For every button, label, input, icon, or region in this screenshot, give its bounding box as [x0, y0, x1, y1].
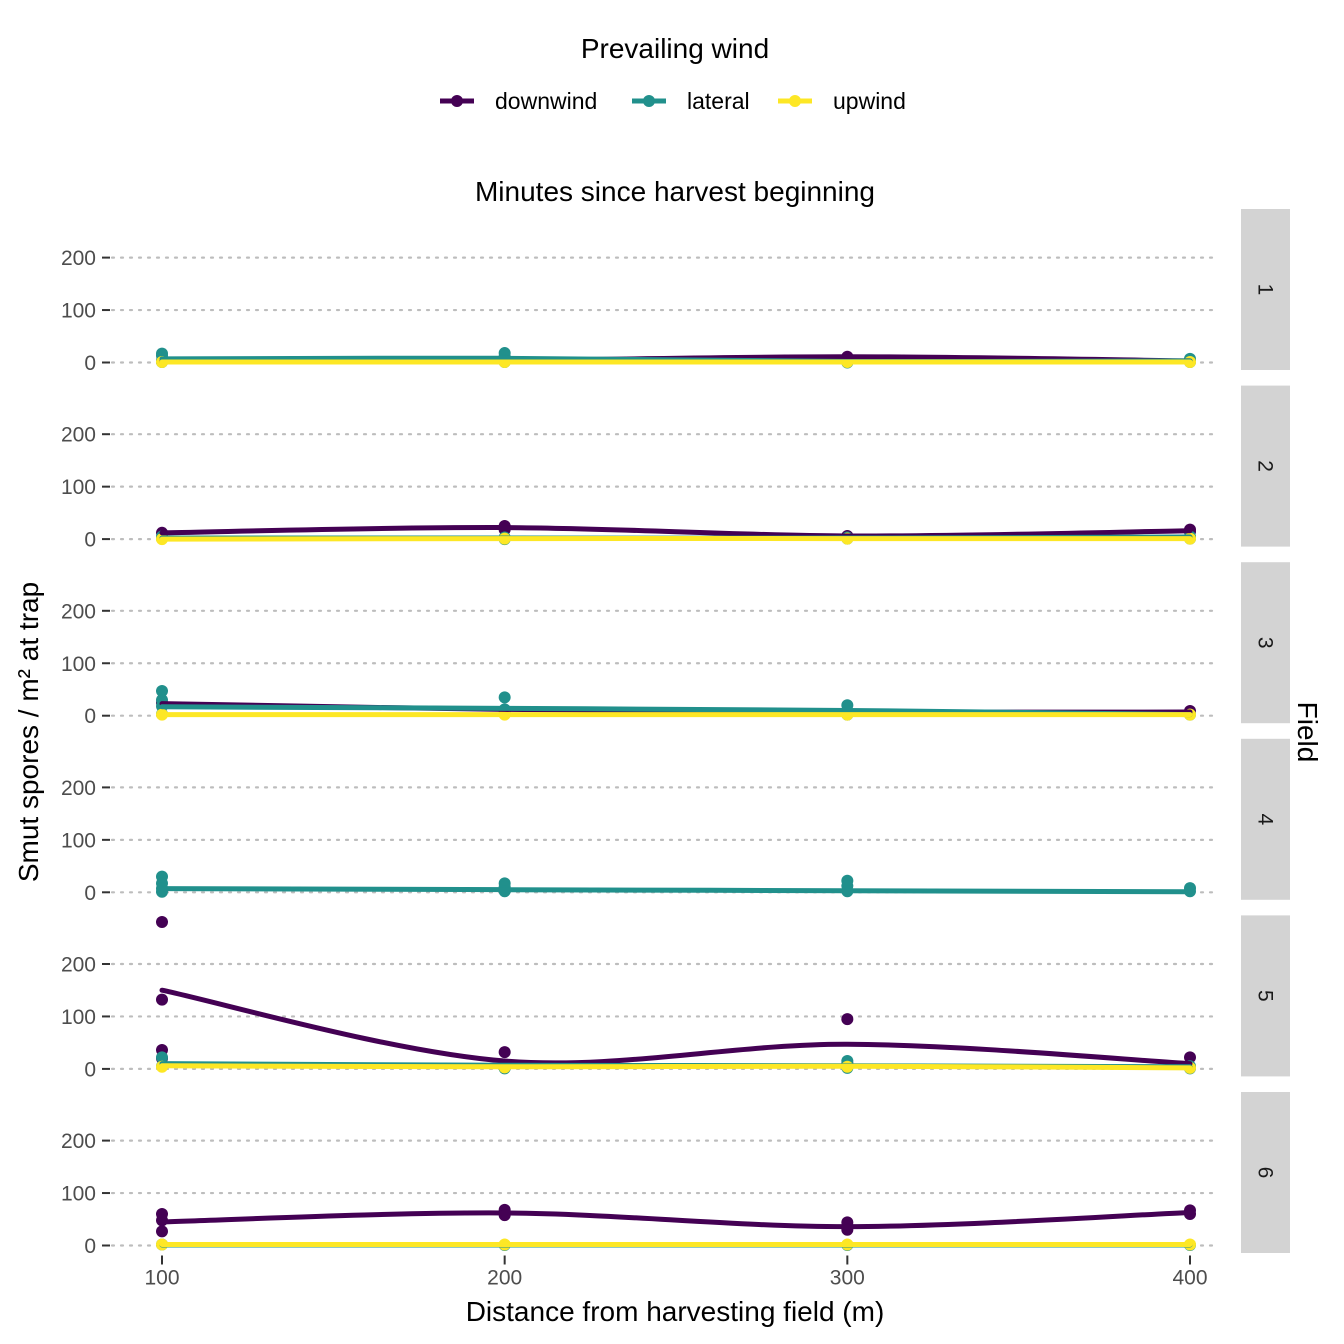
point-downwind: [156, 993, 168, 1006]
point-lateral: [498, 691, 511, 704]
facet-strip-label: 6: [1254, 1167, 1277, 1179]
series-line-downwind: [159, 525, 1193, 539]
y-tick-label: 0: [84, 1235, 96, 1258]
facet-strip: 5: [1241, 915, 1290, 1077]
legend-item-upwind: upwind: [778, 88, 906, 114]
y-axis-label: Smut spores / m² at trap: [13, 582, 44, 882]
facet-strip-background: [1241, 385, 1290, 547]
legend-label: lateral: [687, 88, 750, 114]
y-tick-label: 0: [84, 882, 96, 905]
y-tick-label: 0: [84, 1058, 96, 1081]
facet-strip-label: 1: [1254, 284, 1277, 296]
x-tick-label: 200: [487, 1267, 522, 1290]
x-axis-label: Distance from harvesting field (m): [466, 1296, 885, 1327]
series-line-upwind: [159, 1063, 1193, 1071]
point-downwind: [498, 1046, 511, 1059]
legend-key-point: [643, 95, 655, 107]
x-tick-label: 100: [144, 1267, 179, 1290]
legend-label: upwind: [833, 88, 906, 114]
chart-title: Minutes since harvest beginning: [475, 176, 875, 207]
y-tick-label: 100: [61, 300, 96, 323]
facet-strip-background: [1241, 1092, 1290, 1253]
panel-field-2: 0 100 200 2: [61, 385, 1290, 552]
legend-title: Prevailing wind: [581, 33, 769, 64]
legend-item-lateral: lateral: [632, 88, 750, 114]
y-tick-label: 0: [84, 529, 96, 552]
point-downwind: [156, 1225, 168, 1238]
legend-item-downwind: downwind: [440, 88, 597, 114]
panel-field-4: 0 100 200 4: [61, 738, 1290, 905]
x-tick-label: 300: [830, 1267, 865, 1290]
point-downwind: [841, 1013, 854, 1026]
facet-strip: 4: [1241, 738, 1290, 900]
x-axis: 100 200 300 400: [144, 1255, 1208, 1290]
legend-label: downwind: [495, 88, 597, 114]
y-tick-label: 0: [84, 705, 96, 728]
facet-strip: 2: [1241, 385, 1290, 547]
y-tick-label: 200: [61, 954, 96, 977]
facet-strip-label: 3: [1254, 637, 1277, 649]
facet-strip-label: 4: [1254, 813, 1277, 825]
point-downwind: [1184, 1051, 1196, 1064]
series-line-downwind: [159, 987, 1193, 1067]
facet-strip: 6: [1241, 1092, 1290, 1253]
panel-field-5: 0 100 200 5: [61, 915, 1290, 1081]
facet-strip-label: 2: [1254, 460, 1277, 472]
facet-strip: 3: [1241, 562, 1290, 724]
panel-field-6: 0 100 200 6: [61, 1092, 1290, 1258]
y-tick-label: 200: [61, 600, 96, 623]
legend-key-point: [789, 95, 801, 107]
x-tick-label: 400: [1172, 1267, 1207, 1290]
point-lateral: [156, 685, 168, 698]
facet-strip: 1: [1241, 209, 1290, 370]
y-tick-label: 100: [61, 829, 96, 852]
y-tick-label: 100: [61, 1006, 96, 1029]
facet-panels: 0 100 200 1 0 100 200 2 0 100 200 3 0 100 200 4 0 100 200 5…: [61, 209, 1290, 1258]
panel-field-3: 0 100 200 3: [61, 562, 1290, 728]
legend-key-point: [451, 95, 463, 107]
y-tick-label: 100: [61, 1183, 96, 1206]
facet-strip-background: [1241, 562, 1290, 724]
legend: Prevailing wind downwind lateral upwind: [440, 33, 906, 114]
y-tick-label: 200: [61, 424, 96, 447]
y-tick-label: 200: [61, 247, 96, 270]
point-downwind: [156, 916, 168, 929]
facet-strip-label: 5: [1254, 990, 1277, 1002]
facet-strip-background: [1241, 738, 1290, 900]
series-line-upwind: [159, 536, 1193, 542]
y-tick-label: 100: [61, 476, 96, 499]
facet-strip-background: [1241, 915, 1290, 1077]
panel-field-1: 0 100 200 1: [61, 209, 1290, 375]
y-tick-label: 0: [84, 352, 96, 375]
facet-strip-background: [1241, 209, 1290, 370]
legend-items: downwind lateral upwind: [440, 88, 906, 114]
series-line-lateral: [159, 886, 1193, 895]
series-line-downwind: [159, 1209, 1193, 1230]
y-tick-label: 200: [61, 777, 96, 800]
y-tick-label: 200: [61, 1130, 96, 1153]
y-tick-label: 100: [61, 653, 96, 676]
point-lateral: [156, 1051, 168, 1064]
facet-axis-label: Field: [1292, 702, 1323, 763]
